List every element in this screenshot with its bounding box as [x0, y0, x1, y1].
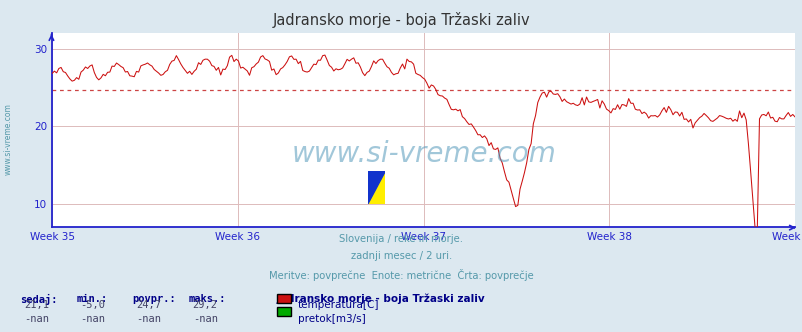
Text: Jadransko morje - boja Tržaski zaliv: Jadransko morje - boja Tržaski zaliv: [273, 12, 529, 28]
Text: Meritve: povprečne  Enote: metrične  Črta: povprečje: Meritve: povprečne Enote: metrične Črta:…: [269, 269, 533, 281]
Text: sedaj:: sedaj:: [20, 294, 58, 305]
Text: -5,0: -5,0: [80, 300, 105, 310]
Polygon shape: [367, 171, 385, 204]
Text: www.si-vreme.com: www.si-vreme.com: [291, 140, 555, 168]
Text: povpr.:: povpr.:: [132, 294, 176, 304]
Text: pretok[m3/s]: pretok[m3/s]: [298, 314, 365, 324]
Text: Slovenija / reke in morje.: Slovenija / reke in morje.: [339, 234, 463, 244]
Text: -nan: -nan: [24, 314, 49, 324]
Text: 21,1: 21,1: [24, 300, 49, 310]
Text: min.:: min.:: [76, 294, 107, 304]
Text: temperatura[C]: temperatura[C]: [298, 300, 379, 310]
Polygon shape: [367, 171, 385, 204]
Text: www.si-vreme.com: www.si-vreme.com: [3, 104, 13, 175]
Text: maks.:: maks.:: [188, 294, 226, 304]
Text: Jadransko morje - boja Tržaski zaliv: Jadransko morje - boja Tržaski zaliv: [277, 294, 485, 304]
Text: -nan: -nan: [80, 314, 105, 324]
Text: zadnji mesec / 2 uri.: zadnji mesec / 2 uri.: [350, 251, 452, 261]
Text: -nan: -nan: [192, 314, 217, 324]
Text: -nan: -nan: [136, 314, 161, 324]
Text: 24,7: 24,7: [136, 300, 161, 310]
Text: 29,2: 29,2: [192, 300, 217, 310]
